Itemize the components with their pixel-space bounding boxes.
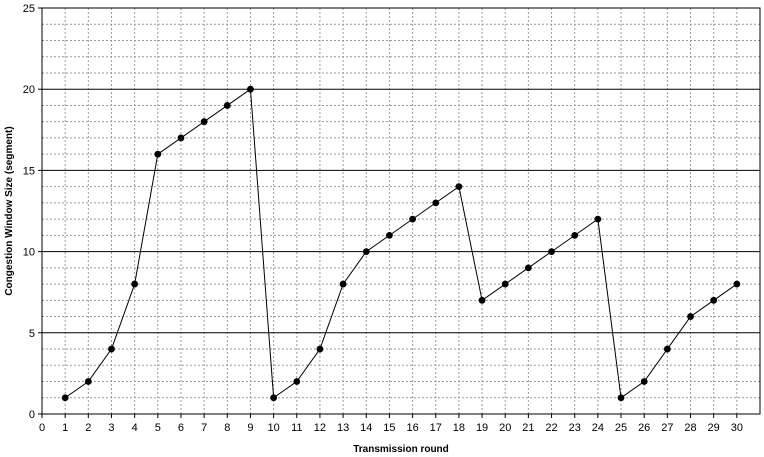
data-point	[501, 280, 509, 288]
x-tick-label: 17	[430, 422, 442, 434]
data-point	[524, 264, 532, 272]
data-point	[409, 215, 416, 223]
x-tick-label: 1	[62, 422, 68, 434]
data-point	[548, 248, 555, 256]
y-tick-label: 15	[23, 165, 35, 177]
x-tick-label: 28	[684, 422, 696, 434]
data-point	[640, 378, 648, 385]
data-point	[270, 394, 278, 402]
x-tick-label: 3	[108, 422, 114, 434]
data-point	[293, 378, 301, 385]
data-point	[571, 231, 579, 239]
data-point	[84, 378, 92, 385]
x-tick-label: 30	[731, 422, 743, 434]
series-layer	[61, 85, 741, 402]
x-tick-label: 20	[499, 422, 511, 434]
data-point	[617, 394, 625, 402]
x-tick-label: 14	[360, 422, 372, 434]
x-tick-label: 29	[708, 422, 720, 434]
data-point	[316, 345, 324, 353]
data-point	[386, 231, 393, 239]
data-point	[687, 313, 694, 320]
x-tick-label: 10	[267, 422, 279, 434]
x-tick-label: 4	[132, 422, 138, 434]
plot-area-frame	[41, 7, 761, 415]
data-point	[61, 394, 69, 402]
data-point	[247, 85, 254, 93]
y-axis-title: Congestion Window Size (segment)	[4, 126, 15, 295]
data-point	[154, 150, 162, 158]
x-tick-label: 25	[615, 422, 627, 434]
x-tick-label: 18	[453, 422, 465, 434]
x-tick-label: 2	[85, 422, 91, 434]
y-tick-label: 10	[23, 247, 35, 259]
data-point	[733, 280, 741, 288]
y-axis-ticks: 0 5 10 15 20 25	[23, 3, 42, 421]
y-tick-label: 5	[29, 328, 35, 340]
y-tick-label: 0	[29, 409, 35, 421]
x-tick-label: 6	[178, 422, 184, 434]
x-tick-label: 8	[224, 422, 230, 434]
minor-gridlines	[42, 8, 760, 414]
x-tick-label: 5	[155, 422, 161, 434]
data-point	[339, 280, 347, 288]
data-point	[131, 280, 139, 288]
data-point	[362, 248, 370, 256]
x-axis-title: Transmission round	[353, 444, 449, 455]
x-tick-label: 11	[291, 422, 302, 434]
x-tick-label: 21	[522, 422, 534, 434]
data-point	[710, 296, 718, 304]
x-axis-ticks: 0 1 2 3 4 5 6 7 8 9 10 11 12 13 14 15 16 17 18 19 20 21 22 23 24…	[39, 414, 743, 434]
data-point	[478, 296, 486, 304]
x-tick-label: 27	[661, 422, 673, 434]
x-tick-label: 26	[638, 422, 650, 434]
x-tick-label: 19	[476, 422, 488, 434]
data-point	[200, 118, 208, 126]
x-tick-label: 9	[247, 422, 253, 434]
series-line	[64, 88, 738, 399]
data-point	[223, 102, 231, 109]
data-point	[177, 134, 185, 142]
x-tick-label: 7	[201, 422, 207, 434]
y-tick-label: 20	[23, 84, 35, 96]
data-point	[108, 345, 115, 353]
x-tick-label: 15	[383, 422, 395, 434]
x-tick-label: 16	[406, 422, 418, 434]
y-tick-label: 25	[23, 3, 35, 15]
x-tick-label: 23	[569, 422, 581, 434]
x-tick-label: 13	[337, 422, 349, 434]
x-tick-label: 0	[39, 422, 45, 434]
x-tick-label: 12	[314, 422, 326, 434]
data-point	[594, 215, 602, 223]
data-point	[432, 199, 440, 207]
data-point	[663, 345, 671, 353]
major-gridlines	[42, 88, 760, 334]
x-tick-label: 24	[592, 422, 604, 434]
data-point	[455, 183, 463, 191]
x-tick-label: 22	[545, 422, 557, 434]
